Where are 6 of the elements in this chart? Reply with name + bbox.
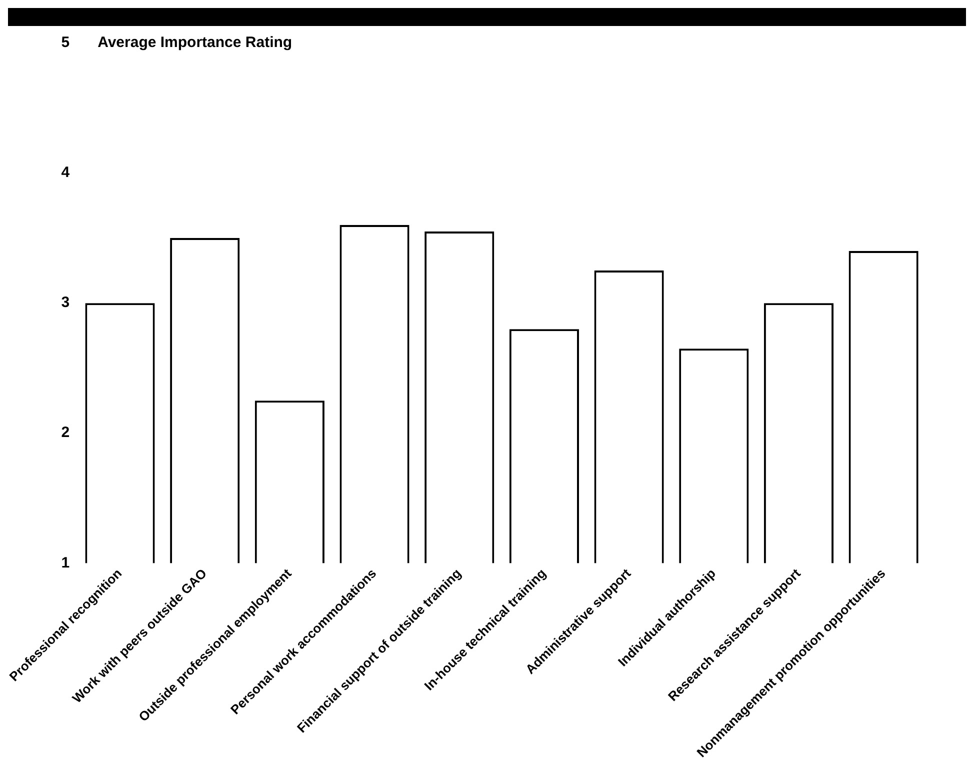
y-tick-label: 2 [61,424,70,442]
y-tick-label: 3 [61,294,70,312]
y-tick-label: 5 [61,34,70,52]
y-tick-label: 1 [61,554,70,572]
y-tick-label: 4 [61,164,70,182]
chart-title: Average Importance Rating [98,34,292,52]
